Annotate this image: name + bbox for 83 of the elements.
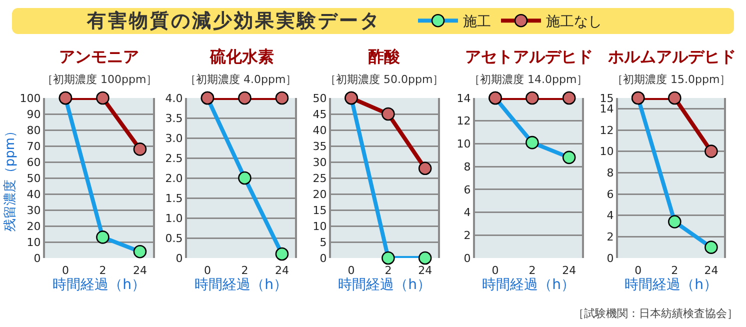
y-tick-label: 10	[26, 236, 41, 249]
y-tick-label: 40	[26, 188, 41, 201]
x-axis-title: 時間経過（h）	[624, 277, 718, 293]
y-tick-label: 8	[606, 166, 614, 180]
x-tick-label: 24	[274, 264, 289, 277]
y-tick-label: 2	[464, 228, 471, 242]
chart-title: ホルムアルデヒド	[607, 47, 736, 66]
y-tick-label: 35	[312, 140, 327, 153]
y-tick-label: 30	[26, 204, 41, 217]
y-tick-label: 100	[20, 92, 41, 105]
y-tick-label: 50	[312, 92, 327, 105]
x-tick-label: 0	[348, 264, 355, 277]
chart-subtitle: ［初期濃度 100ppm］	[42, 73, 158, 86]
x-axis-title: 時間経過（h）	[482, 277, 575, 293]
legend-label: 施工	[463, 14, 491, 30]
y-tick-label: 20	[312, 188, 327, 201]
y-tick-label: 10	[456, 138, 471, 151]
y-tick-label: 0.5	[165, 232, 183, 245]
y-tick-label: 40	[312, 124, 327, 137]
x-tick-label: 2	[671, 264, 678, 277]
y-tick-label: 25	[312, 172, 327, 185]
chart-subtitle: ［初期濃度 4.0ppm］	[185, 73, 297, 86]
y-tick-label: 8	[464, 160, 471, 174]
legend-label: 施工なし	[546, 14, 602, 30]
x-axis-title: 時間経過（h）	[338, 277, 431, 293]
y-tick-label: 10	[600, 145, 614, 158]
chart-subtitle: ［初期濃度 50.0ppm］	[325, 73, 444, 86]
y-tick-label: 80	[26, 124, 41, 137]
y-tick-label: 4	[606, 209, 614, 222]
y-tick-label: 2.0	[165, 172, 183, 185]
y-tick-label: 3.5	[165, 112, 183, 125]
y-tick-label: 5	[320, 236, 327, 249]
y-tick-label: 1.5	[165, 192, 183, 205]
y-tick-label: 0	[320, 252, 327, 265]
chart-subtitle: ［初期濃度 14.0ppm］	[469, 73, 588, 86]
y-tick-label: 14	[600, 102, 614, 116]
x-tick-label: 24	[704, 264, 718, 277]
chart-title: アセトアルデヒド	[465, 47, 593, 66]
text: 有害物質の減少効果実験データ	[87, 9, 381, 34]
y-tick-label: 15	[600, 92, 614, 105]
x-tick-label: 0	[492, 264, 499, 277]
y-tick-label: 2.5	[165, 152, 183, 165]
y-tick-label: 0	[176, 252, 183, 265]
y-tick-label: 50	[26, 172, 41, 185]
x-tick-label: 24	[418, 264, 432, 277]
y-tick-label: 6	[606, 188, 614, 201]
y-tick-label: 20	[26, 220, 41, 233]
x-tick-label: 0	[204, 264, 211, 277]
y-tick-label: 45	[312, 108, 327, 121]
y-tick-label: 6	[464, 183, 471, 196]
y-tick-label: 0	[606, 252, 614, 265]
chart-title: 硫化水素	[209, 47, 274, 66]
y-tick-label: 60	[26, 156, 41, 169]
x-tick-label: 24	[562, 264, 576, 277]
x-tick-label: 2	[99, 264, 106, 277]
y-tick-label: 2	[606, 230, 614, 244]
chart-title: アンモニア	[59, 47, 139, 66]
text: ［試験機関：日本紡績検査協会］	[573, 307, 738, 320]
x-tick-label: 2	[241, 264, 248, 277]
y-tick-label: 12	[600, 124, 614, 137]
chart-title: 酢酸	[368, 47, 401, 66]
x-axis-title: 時間経過（h）	[52, 277, 146, 293]
x-axis-title: 時間経過（h）	[194, 277, 288, 293]
x-tick-label: 0	[634, 264, 642, 277]
y-tick-label: 90	[26, 108, 41, 121]
y-tick-label: 14	[456, 92, 471, 105]
y-tick-label: 1.0	[165, 212, 183, 225]
y-tick-label: 0	[464, 252, 471, 265]
y-tick-label: 0	[34, 252, 41, 265]
y-tick-label: 4	[464, 206, 471, 220]
y-tick-label: 15	[312, 204, 327, 217]
y-tick-label: 3.0	[165, 132, 183, 145]
chart-subtitle: ［初期濃度 15.0ppm］	[612, 73, 731, 86]
x-tick-label: 24	[132, 264, 147, 277]
y-tick-label: 30	[312, 156, 327, 169]
y-axis-title: 残留濃度（ppm）	[2, 124, 18, 232]
y-tick-label: 10	[312, 220, 327, 233]
y-tick-label: 70	[26, 140, 41, 153]
x-tick-label: 2	[528, 264, 536, 277]
x-tick-label: 2	[384, 264, 392, 277]
x-tick-label: 0	[62, 264, 69, 277]
y-tick-label: 12	[456, 114, 471, 128]
y-tick-label: 4.0	[165, 92, 183, 105]
